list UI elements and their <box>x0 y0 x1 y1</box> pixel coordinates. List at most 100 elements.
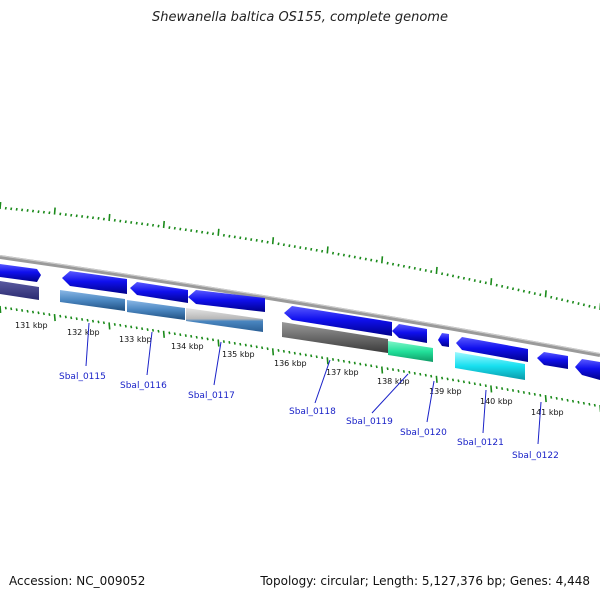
minor-tick <box>91 216 95 220</box>
gene-arrow[interactable] <box>575 359 600 380</box>
genome-backbone <box>0 255 600 357</box>
minor-tick <box>495 386 498 389</box>
minor-tick <box>206 337 209 341</box>
minor-tick <box>195 229 198 233</box>
minor-tick <box>359 256 362 260</box>
minor-tick <box>511 389 515 392</box>
gene-arrow[interactable] <box>537 352 568 369</box>
labeled-features <box>0 281 525 380</box>
minor-tick <box>550 295 553 299</box>
minor-tick <box>550 395 553 399</box>
minor-tick <box>310 247 313 251</box>
gene-arrow[interactable] <box>392 324 427 343</box>
major-tick <box>53 207 56 215</box>
gene-label-sbal-0117[interactable]: Sbal_0117 <box>188 391 235 401</box>
minor-tick <box>206 231 209 235</box>
gene-label-sbal-0118[interactable]: Sbal_0118 <box>289 407 336 417</box>
minor-tick <box>511 287 515 291</box>
minor-tick <box>228 234 231 238</box>
minor-tick <box>151 223 155 227</box>
minor-tick <box>451 274 455 278</box>
major-tick <box>217 228 220 236</box>
minor-tick <box>561 397 564 401</box>
minor-tick <box>566 398 569 402</box>
minor-tick <box>588 402 591 406</box>
minor-tick <box>81 215 84 218</box>
minor-tick <box>337 252 340 256</box>
major-tick <box>490 385 493 393</box>
minor-tick <box>593 306 596 309</box>
minor-tick <box>146 223 149 226</box>
minor-tick <box>391 262 395 266</box>
minor-tick <box>353 255 356 259</box>
feature-bar-sbal-0115[interactable] <box>60 290 125 311</box>
minor-tick <box>184 228 187 232</box>
gene-label-sbal-0122[interactable]: Sbal_0122 <box>512 451 559 461</box>
major-tick <box>490 278 493 286</box>
minor-tick <box>359 362 362 366</box>
gene-label-sbal-0116[interactable]: Sbal_0116 <box>120 381 167 391</box>
minor-tick <box>146 328 149 331</box>
gene-arrow[interactable] <box>438 333 449 347</box>
gene-label-sbal-0120[interactable]: Sbal_0120 <box>400 428 447 438</box>
minor-tick <box>353 361 356 365</box>
minor-tick <box>386 367 389 371</box>
gene-arrow[interactable] <box>130 282 188 303</box>
minor-tick <box>59 212 62 216</box>
gene-arrow[interactable] <box>0 264 41 282</box>
minor-tick <box>555 396 558 400</box>
minor-tick <box>321 249 324 253</box>
gene-arrow[interactable] <box>62 271 127 294</box>
minor-tick <box>277 349 280 352</box>
feature-bar-sbal-0116[interactable] <box>127 300 185 320</box>
gene-arrow[interactable] <box>188 290 265 312</box>
tick-label: 134 kbp <box>171 342 204 351</box>
minor-tick <box>402 264 405 268</box>
minor-tick <box>135 221 138 225</box>
gene-label-sbal-0119[interactable]: Sbal_0119 <box>346 417 393 427</box>
minor-tick <box>228 341 231 344</box>
minor-tick <box>397 263 400 267</box>
feature-bar-sbal-0118[interactable] <box>282 322 388 353</box>
minor-tick <box>364 363 367 367</box>
feature-bar-left-edge[interactable] <box>0 281 39 300</box>
minor-tick <box>102 321 105 325</box>
minor-tick <box>195 335 198 339</box>
feature-bar-sbal-0117[interactable] <box>186 308 263 332</box>
minor-tick <box>135 326 138 330</box>
minor-tick <box>539 393 542 397</box>
minor-tick <box>10 307 13 311</box>
minor-tick <box>97 216 100 220</box>
minor-tick <box>293 245 296 248</box>
major-tick <box>162 220 165 229</box>
minor-tick <box>124 324 127 328</box>
gene-arrow[interactable] <box>456 337 528 362</box>
minor-tick <box>473 279 476 282</box>
feature-bar-sbal-0121[interactable] <box>455 352 525 380</box>
minor-tick <box>255 238 258 242</box>
minor-tick <box>157 329 160 333</box>
gene-label-sbal-0121[interactable]: Sbal_0121 <box>457 438 504 448</box>
minor-tick <box>506 388 509 391</box>
tick-label: 131 kbp <box>15 321 48 330</box>
minor-tick <box>577 302 580 305</box>
minor-tick <box>31 310 35 314</box>
leader-line-sbal-0119 <box>371 373 409 414</box>
leader-line-sbal-0116 <box>146 331 153 376</box>
minor-tick <box>244 237 247 241</box>
forward-strand-genes <box>0 264 600 380</box>
gene-label-sbal-0115[interactable]: Sbal_0115 <box>59 372 106 382</box>
minor-tick <box>42 210 45 214</box>
minor-tick <box>522 289 525 293</box>
minor-tick <box>304 353 307 357</box>
minor-tick <box>113 323 116 326</box>
minor-tick <box>539 293 542 297</box>
leader-line-sbal-0117 <box>213 341 222 386</box>
minor-tick <box>64 213 67 216</box>
feature-bar-sbal-0119[interactable] <box>388 341 433 362</box>
gene-arrow[interactable] <box>284 306 392 336</box>
minor-tick <box>266 347 269 351</box>
minor-tick <box>70 213 73 217</box>
minor-tick <box>4 206 7 210</box>
minor-tick <box>501 284 504 288</box>
